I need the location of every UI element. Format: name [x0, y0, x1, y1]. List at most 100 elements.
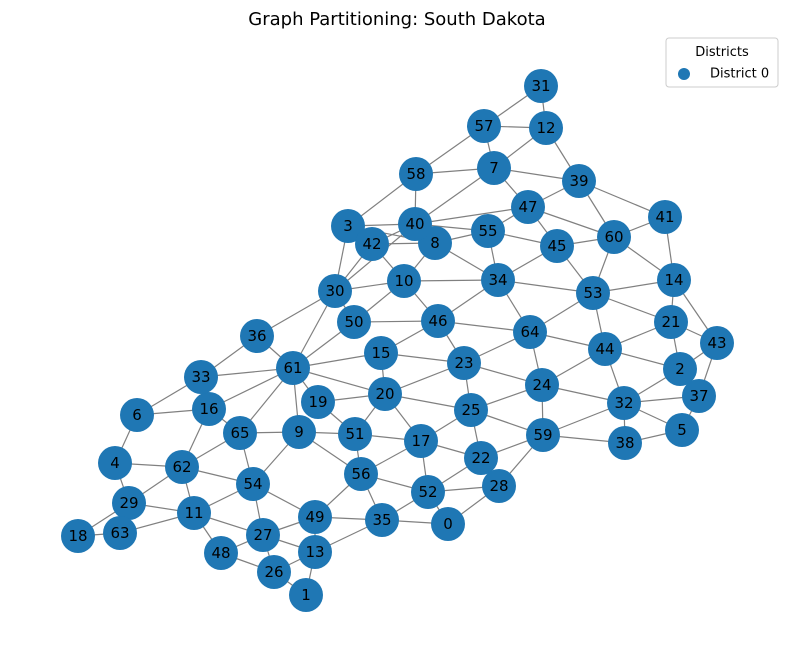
node-label-55: 55: [478, 222, 497, 240]
node-label-65: 65: [230, 424, 249, 442]
node-label-50: 50: [344, 313, 363, 331]
node-circle-19: [301, 385, 335, 419]
node-circle-15: [364, 336, 398, 370]
node-label-40: 40: [405, 215, 424, 233]
node-circle-10: [387, 264, 421, 298]
node-44: 44: [588, 332, 622, 366]
node-circle-0: [431, 507, 465, 541]
node-label-53: 53: [583, 284, 602, 302]
node-1: 1: [289, 578, 323, 612]
node-label-52: 52: [418, 483, 437, 501]
node-35: 35: [365, 503, 399, 537]
node-label-57: 57: [474, 117, 493, 135]
legend-title: Districts: [695, 45, 749, 60]
node-label-63: 63: [110, 524, 129, 542]
node-7: 7: [477, 151, 511, 185]
node-circle-45: [540, 229, 574, 263]
node-circle-44: [588, 332, 622, 366]
node-label-18: 18: [68, 527, 87, 545]
node-57: 57: [467, 109, 501, 143]
node-62: 62: [165, 450, 199, 484]
node-49: 49: [298, 500, 332, 534]
node-circle-25: [454, 393, 488, 427]
node-11: 11: [177, 496, 211, 530]
node-label-14: 14: [664, 271, 683, 289]
node-circle-1: [289, 578, 323, 612]
node-circle-47: [511, 190, 545, 224]
node-label-7: 7: [489, 159, 499, 177]
node-32: 32: [607, 386, 641, 420]
node-circle-57: [467, 109, 501, 143]
node-15: 15: [364, 336, 398, 370]
node-label-45: 45: [547, 237, 566, 255]
node-circle-16: [192, 392, 226, 426]
node-circle-3: [331, 209, 365, 243]
node-46: 46: [421, 304, 455, 338]
node-circle-50: [337, 305, 371, 339]
node-circle-58: [399, 157, 433, 191]
node-48: 48: [204, 536, 238, 570]
node-label-0: 0: [443, 515, 453, 533]
node-circle-9: [282, 415, 316, 449]
node-label-37: 37: [689, 387, 708, 405]
node-43: 43: [700, 326, 734, 360]
node-label-9: 9: [294, 423, 304, 441]
node-circle-61: [276, 351, 310, 385]
node-label-29: 29: [119, 494, 138, 512]
node-circle-63: [103, 516, 137, 550]
figure-title: Graph Partitioning: South Dakota: [248, 9, 545, 30]
node-label-54: 54: [243, 475, 262, 493]
node-label-32: 32: [614, 394, 633, 412]
node-61: 61: [276, 351, 310, 385]
node-label-20: 20: [375, 385, 394, 403]
node-label-51: 51: [345, 425, 364, 443]
node-circle-33: [184, 360, 218, 394]
node-34: 34: [481, 263, 515, 297]
node-59: 59: [526, 418, 560, 452]
node-circle-23: [447, 346, 481, 380]
node-52: 52: [411, 475, 445, 509]
node-19: 19: [301, 385, 335, 419]
node-circle-59: [526, 418, 560, 452]
node-63: 63: [103, 516, 137, 550]
node-38: 38: [608, 426, 642, 460]
node-circle-51: [338, 417, 372, 451]
node-23: 23: [447, 346, 481, 380]
node-circle-52: [411, 475, 445, 509]
node-label-46: 46: [428, 312, 447, 330]
node-circle-6: [120, 398, 154, 432]
node-label-27: 27: [253, 526, 272, 544]
node-label-49: 49: [305, 508, 324, 526]
node-circle-60: [597, 220, 631, 254]
node-36: 36: [240, 319, 274, 353]
node-label-56: 56: [351, 465, 370, 483]
node-circle-17: [404, 424, 438, 458]
node-12: 12: [529, 111, 563, 145]
node-label-15: 15: [371, 344, 390, 362]
node-label-4: 4: [110, 454, 120, 472]
node-circle-65: [223, 416, 257, 450]
node-label-38: 38: [615, 434, 634, 452]
node-circle-36: [240, 319, 274, 353]
node-label-26: 26: [264, 563, 283, 581]
node-27: 27: [246, 518, 280, 552]
node-label-48: 48: [211, 544, 230, 562]
node-14: 14: [657, 263, 691, 297]
node-2: 2: [663, 352, 697, 386]
node-22: 22: [464, 441, 498, 475]
node-circle-62: [165, 450, 199, 484]
edge-47-40: [414, 206, 529, 225]
node-circle-35: [365, 503, 399, 537]
node-label-19: 19: [308, 393, 327, 411]
node-47: 47: [511, 190, 545, 224]
node-9: 9: [282, 415, 316, 449]
node-33: 33: [184, 360, 218, 394]
legend-box: [665, 37, 779, 88]
node-20: 20: [368, 377, 402, 411]
node-4: 4: [98, 446, 132, 480]
node-65: 65: [223, 416, 257, 450]
node-10: 10: [387, 264, 421, 298]
node-label-58: 58: [406, 165, 425, 183]
node-label-1: 1: [301, 586, 311, 604]
node-label-47: 47: [518, 198, 537, 216]
